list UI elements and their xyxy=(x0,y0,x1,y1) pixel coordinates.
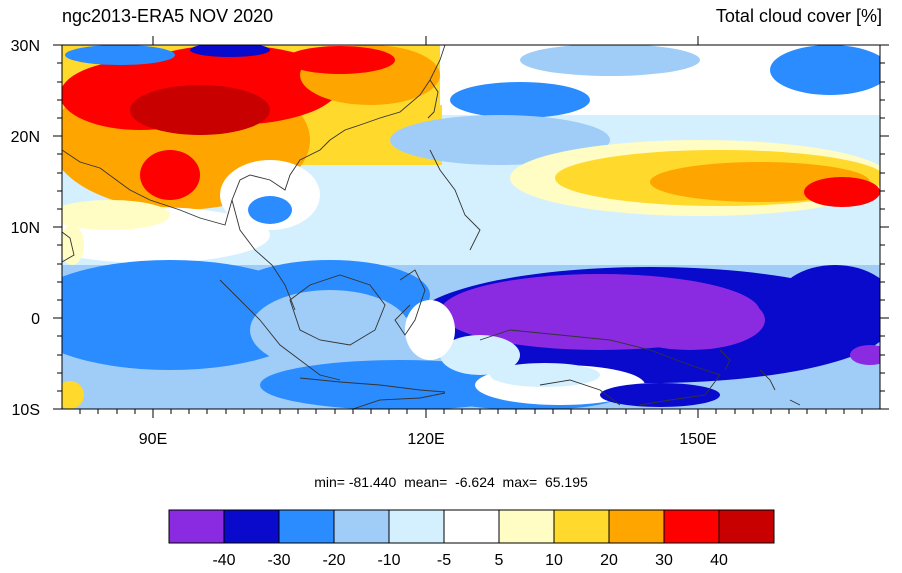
colorbar-box xyxy=(608,509,665,544)
colorbar-label: -40 xyxy=(212,552,235,569)
colorbar-box xyxy=(663,509,720,544)
colorbar-label: -5 xyxy=(437,552,451,569)
colorbar-label: -30 xyxy=(267,552,290,569)
colorbar-label: -10 xyxy=(377,552,400,569)
colorbar-box xyxy=(278,509,335,544)
lat-label-0: 0 xyxy=(31,311,40,328)
colorbar-box xyxy=(223,509,280,544)
colorbar-label: -20 xyxy=(322,552,345,569)
lat-label-20n: 20N xyxy=(11,129,40,146)
colorbar-box xyxy=(718,509,775,544)
colorbar-labels: -40 -30 -20 -10 -5 5 10 20 30 40 xyxy=(212,552,728,569)
colorbar-label: 20 xyxy=(600,552,618,569)
statistics-line: min= -81.440 mean= -6.624 max= 65.195 xyxy=(314,474,588,490)
colorbar-box xyxy=(388,509,445,544)
lon-label-150e: 150E xyxy=(679,431,716,448)
colorbar-label: 5 xyxy=(495,552,504,569)
colorbar-box xyxy=(553,509,610,544)
lat-label-10n: 10N xyxy=(11,220,40,237)
map-title: ngc2013-ERA5 NOV 2020 xyxy=(62,6,274,26)
colorbar-box xyxy=(443,509,500,544)
colorbar-box xyxy=(333,509,390,544)
axis-ticks xyxy=(53,36,889,418)
colorbar-label: 30 xyxy=(655,552,673,569)
variable-title: Total cloud cover [%] xyxy=(715,6,882,26)
colorbar-label: 40 xyxy=(710,552,728,569)
coastlines xyxy=(62,45,801,409)
colorbar-boxes xyxy=(168,509,775,544)
lat-label-30n: 30N xyxy=(11,38,40,55)
lat-label-10s: 10S xyxy=(12,402,40,419)
colorbar-box xyxy=(168,509,225,544)
cloud-field xyxy=(62,45,880,409)
lon-label-90e: 90E xyxy=(139,431,167,448)
colorbar-label: 10 xyxy=(545,552,563,569)
colorbar: -40 -30 -20 -10 -5 5 10 20 30 40 xyxy=(168,509,775,569)
lon-label-120e: 120E xyxy=(407,431,444,448)
colorbar-box xyxy=(498,509,555,544)
map-plot: 30N 20N 10N 0 10S 90E 120E 150E xyxy=(11,36,889,448)
